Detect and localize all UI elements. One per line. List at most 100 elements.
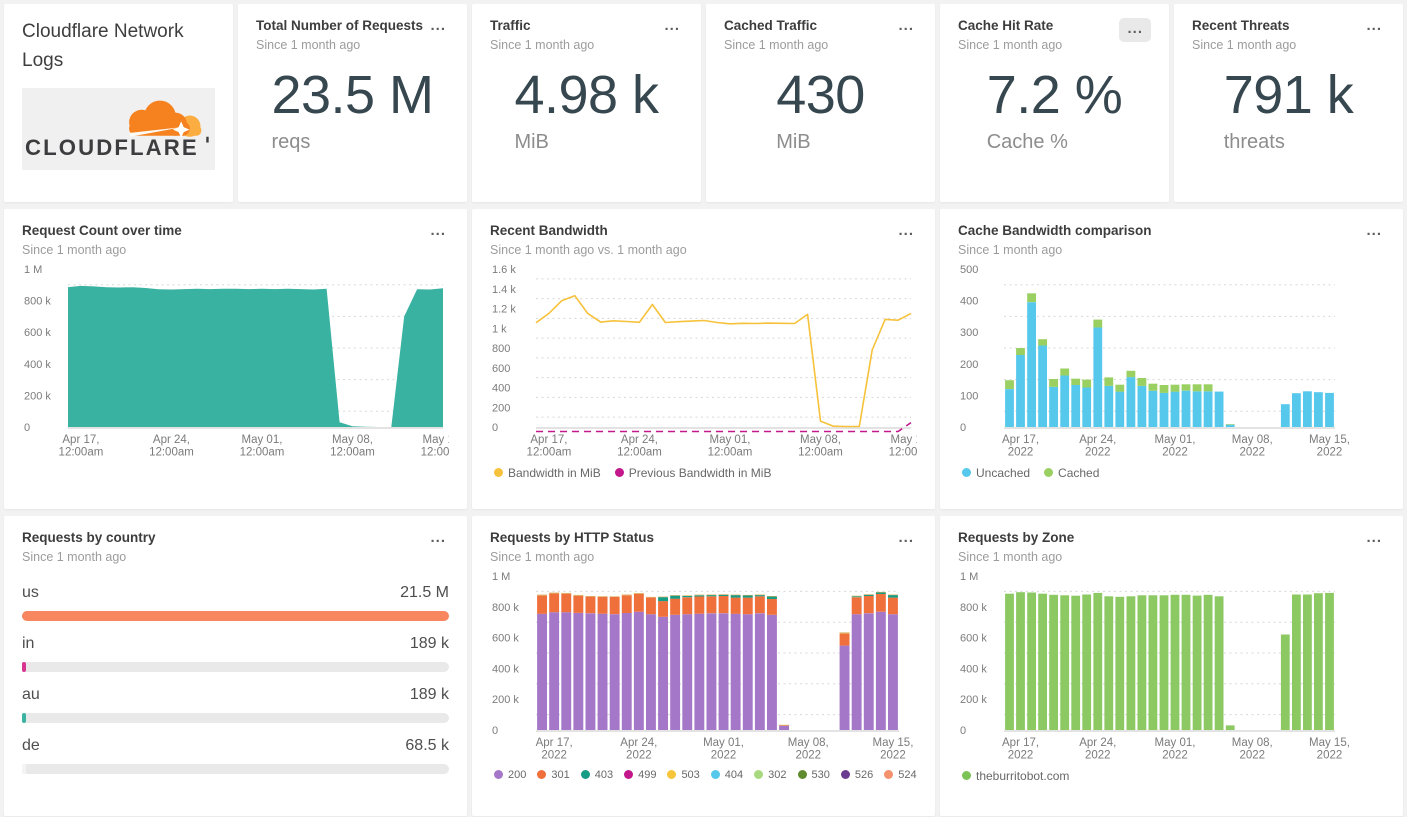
country-label: au xyxy=(22,685,40,703)
panel-title: Cache Hit Rate xyxy=(958,18,1054,33)
svg-text:May 08,2022: May 08, 2022 xyxy=(1232,434,1273,459)
svg-text:200: 200 xyxy=(960,359,978,371)
svg-text:Apr 24,12:00am: Apr 24, 12:00am xyxy=(149,434,194,459)
legend-item-530[interactable]: 530 xyxy=(797,768,830,781)
panel-menu-button[interactable]: ... xyxy=(895,223,917,239)
panel-menu-button[interactable]: ... xyxy=(895,530,917,546)
svg-text:1 M: 1 M xyxy=(492,571,510,583)
kpi-value: 7.2 % xyxy=(986,64,1123,125)
panel-menu-button[interactable]: ... xyxy=(1119,18,1151,42)
legend-item-503[interactable]: 503 xyxy=(667,769,700,781)
http-status-chart[interactable]: 1 M 800 k 600 k 400 k 200 k 0 Apr 17, 2022 Apr 2… xyxy=(490,568,917,764)
svg-text:May 08,2022: May 08, 2022 xyxy=(1232,737,1273,762)
legend-dot xyxy=(580,770,590,780)
country-bar-fill xyxy=(22,712,26,723)
country-label: in xyxy=(22,634,35,652)
legend-item-524[interactable]: 524 xyxy=(884,768,917,781)
legend-item-200[interactable]: 200 xyxy=(494,769,526,781)
svg-text:200 k: 200 k xyxy=(492,694,519,706)
country-label: de xyxy=(22,736,40,754)
legend-item-403[interactable]: 403 xyxy=(580,769,613,781)
svg-text:Apr 24,2022: Apr 24, 2022 xyxy=(620,737,657,762)
legend-label: 530 xyxy=(811,768,830,781)
legend-item-theburritobot-com[interactable]: theburritobot.com xyxy=(962,769,1069,783)
cloud-main xyxy=(129,100,190,136)
legend-label: Bandwidth in MiB xyxy=(508,465,601,480)
recent-bandwidth-chart[interactable]: 1.6 k 1.4 k 1.2 k 1 k 800 600 400 200 0 Apr 17, 12… xyxy=(490,261,917,461)
panel-subtitle: Since 1 month ago xyxy=(22,549,127,564)
requests-by-zone-svg: 1 M 800 k 600 k 400 k 200 k 0 Apr 17, 2022 Apr 2… xyxy=(960,571,1350,762)
svg-text:Apr 17,2022: Apr 17, 2022 xyxy=(1002,737,1039,762)
panel-requests-by-zone: Requests by Zone Since 1 month ago ... 1… xyxy=(940,516,1403,816)
legend-label: 301 xyxy=(551,768,570,781)
panel-menu-button[interactable]: ... xyxy=(661,18,683,34)
country-value: 189 k xyxy=(409,634,449,652)
svg-text:0: 0 xyxy=(960,422,966,434)
svg-text:May 08,12:00am: May 08, 12:00am xyxy=(798,434,843,459)
panel-menu-button[interactable]: ... xyxy=(1363,18,1385,34)
svg-text:1.6 k: 1.6 k xyxy=(492,264,516,276)
legend-item-cached[interactable]: Cached xyxy=(1044,466,1099,480)
svg-text:1 M: 1 M xyxy=(960,571,978,583)
legend-label: theburritobot.com xyxy=(976,768,1070,783)
legend-dot xyxy=(1044,468,1054,478)
cloudflare-logo-image: CLOUDFLARE xyxy=(25,100,209,160)
country-bar-track xyxy=(22,763,449,774)
legend-item-404[interactable]: 404 xyxy=(710,769,743,781)
kpi-value: 23.5 M xyxy=(271,64,434,125)
legend-label: 200 xyxy=(508,768,527,781)
legend-label: 524 xyxy=(898,768,917,781)
panel-menu-button[interactable]: ... xyxy=(427,530,449,546)
legend-item-uncached[interactable]: Uncached xyxy=(962,466,1030,480)
panel-menu-button[interactable]: ... xyxy=(1363,223,1385,239)
legend-item-bandwidth-in-mib[interactable]: Bandwidth in MiB xyxy=(494,466,601,480)
legend-label: 499 xyxy=(638,768,657,781)
panel-requests-by-http-status: Requests by HTTP Status Since 1 month ag… xyxy=(472,516,935,816)
panel-subtitle: Since 1 month ago xyxy=(490,549,595,564)
svg-text:300: 300 xyxy=(960,327,978,339)
kpi-value: 4.98 k xyxy=(514,64,659,125)
legend-item-previous-bandwidth-in-mib[interactable]: Previous Bandwidth in MiB xyxy=(614,466,771,480)
panel-recent-bandwidth: Recent Bandwidth Since 1 month ago vs. 1… xyxy=(472,209,935,509)
svg-text:May 15,12:00am: May 15,12:00am xyxy=(889,434,917,459)
panel-title: Recent Bandwidth xyxy=(490,223,608,238)
panel-menu-button[interactable]: ... xyxy=(427,223,449,239)
country-bar-track xyxy=(22,610,449,621)
legend-dot xyxy=(797,770,807,780)
panel-subtitle: Since 1 month ago xyxy=(490,37,595,52)
panel-cached-traffic: Cached Traffic Since 1 month ago ... 430… xyxy=(706,4,935,202)
svg-text:200 k: 200 k xyxy=(24,390,51,402)
svg-text:May 15,12:00am: May 15,12:00am xyxy=(421,434,449,459)
kpi-value: 430 xyxy=(776,64,865,125)
svg-text:400: 400 xyxy=(960,295,978,307)
svg-text:800: 800 xyxy=(492,343,510,355)
panel-subtitle: Since 1 month ago xyxy=(958,37,1063,52)
panel-menu-button[interactable]: ... xyxy=(1363,530,1385,546)
cache-bandwidth-chart[interactable]: 500 400 300 200 100 0 Apr 17, 2022 Apr 24, 2022 Ma… xyxy=(958,261,1385,461)
svg-text:May 15,2022: May 15, 2022 xyxy=(1309,434,1350,459)
svg-text:May 01,2022: May 01, 2022 xyxy=(1155,434,1196,459)
svg-text:1.4 k: 1.4 k xyxy=(492,284,516,296)
svg-text:May 01,2022: May 01, 2022 xyxy=(1155,737,1196,762)
requests-by-http-status-svg: 1 M 800 k 600 k 400 k 200 k 0 Apr 17, 2022 Apr 2… xyxy=(492,571,913,762)
country-bar-track xyxy=(22,661,449,672)
country-bar-fill xyxy=(22,661,26,672)
legend-dot xyxy=(962,468,971,478)
legend-item-302[interactable]: 302 xyxy=(754,769,787,781)
panel-subtitle: Since 1 month ago vs. 1 month ago xyxy=(490,242,687,257)
svg-text:600 k: 600 k xyxy=(960,632,987,644)
zone-legend: theburritobot.com xyxy=(958,769,1385,783)
request-count-chart[interactable]: 1 M 800 k 600 k 400 k 200 k 0 Apr 17, 12:00am Ap… xyxy=(22,261,449,461)
legend-dot xyxy=(840,770,850,780)
panel-title: Cached Traffic xyxy=(724,18,818,33)
panel-menu-button[interactable]: ... xyxy=(895,18,917,34)
legend-dot xyxy=(494,770,503,780)
panel-menu-button[interactable]: ... xyxy=(427,18,449,34)
zone-chart[interactable]: 1 M 800 k 600 k 400 k 200 k 0 Apr 17, 2022 Apr 2… xyxy=(958,568,1385,764)
dashboard-title: Cloudflare Network Logs xyxy=(22,21,184,71)
legend-item-499[interactable]: 499 xyxy=(624,769,656,781)
country-bar-track xyxy=(22,712,449,723)
legend-item-526[interactable]: 526 xyxy=(840,769,873,781)
legend-item-301[interactable]: 301 xyxy=(537,768,570,781)
